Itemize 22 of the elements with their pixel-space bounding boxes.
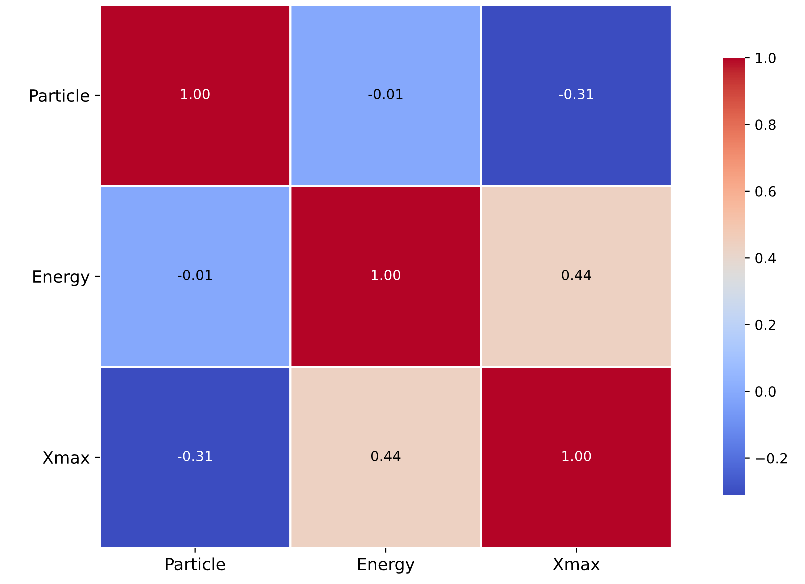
color-bar-label: 1.0: [756, 52, 776, 64]
data-label: 1.00: [562, 451, 592, 462]
data-label: -0.31: [178, 451, 212, 462]
x-tick-label: Energy: [358, 558, 415, 574]
color-bar-label: 0.6: [756, 186, 776, 197]
color-bar-label: −0.2: [756, 453, 788, 464]
color-bar-label: 0.4: [756, 253, 776, 264]
data-label: 1.00: [181, 89, 210, 100]
x-tick-label: Particle: [166, 558, 226, 571]
y-tick-label: Energy: [34, 270, 90, 286]
data-label: 0.44: [562, 270, 592, 281]
data-label: -0.01: [368, 89, 403, 100]
y-tick-label: Particle: [30, 89, 90, 102]
data-label: -0.01: [178, 270, 212, 281]
data-label: 1.00: [372, 270, 401, 281]
y-tick-label: Xmax: [43, 452, 90, 464]
color-bar-label: 0.8: [756, 120, 776, 130]
data-label: -0.31: [559, 89, 594, 100]
color-bar-label: 0.2: [756, 320, 776, 330]
x-tick-label: Xmax: [553, 558, 600, 571]
color-bar-label: 0.0: [756, 386, 776, 398]
data-label: 0.44: [371, 451, 401, 462]
